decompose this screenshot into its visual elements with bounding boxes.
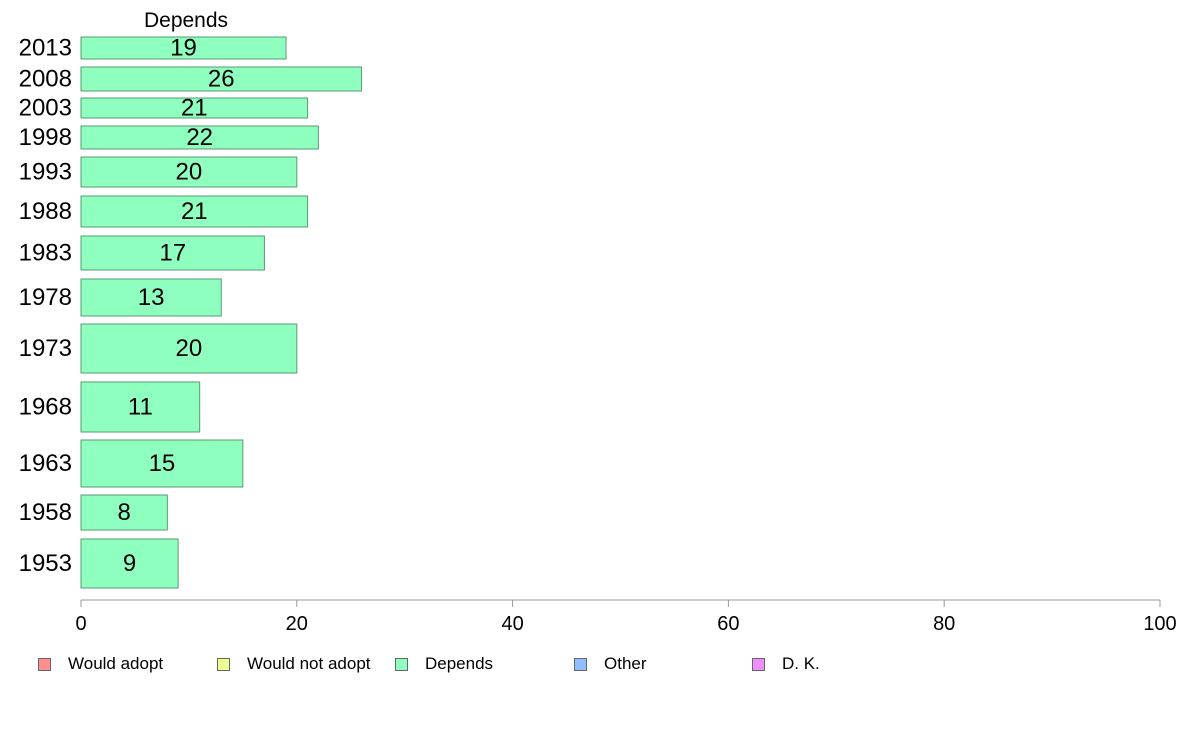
data-label-1973: 20 xyxy=(176,335,203,362)
bar-1998 xyxy=(80,125,319,150)
x-tick-label-20: 20 xyxy=(286,613,308,635)
category-label-1998: 1998 xyxy=(19,124,72,151)
category-label-1983: 1983 xyxy=(19,240,72,267)
bar-1993 xyxy=(80,156,298,188)
bar-1973 xyxy=(80,323,298,374)
x-tick-label-80: 80 xyxy=(933,613,955,635)
category-label-1993: 1993 xyxy=(19,159,72,186)
legend-label-would-adopt: Would adopt xyxy=(68,654,164,673)
data-label-1983: 17 xyxy=(159,240,186,267)
data-label-1958: 8 xyxy=(117,499,130,526)
data-label-2013: 19 xyxy=(170,35,197,62)
bar-1988 xyxy=(80,195,309,228)
bar-1968 xyxy=(80,381,201,433)
bar-2003 xyxy=(80,97,309,119)
category-label-1968: 1968 xyxy=(19,394,72,421)
bar-1983 xyxy=(80,235,265,271)
data-label-1978: 13 xyxy=(138,284,165,311)
data-label-1998: 22 xyxy=(186,124,213,151)
category-label-1958: 1958 xyxy=(19,499,72,526)
legend-item-would-not-adopt: Would not adopt xyxy=(217,652,371,676)
legend-item-dk: D. K. xyxy=(752,652,820,676)
category-label-1953: 1953 xyxy=(19,550,72,577)
legend-label-depends: Depends xyxy=(425,654,494,673)
data-label-2003: 21 xyxy=(181,95,208,122)
x-tick-label-0: 0 xyxy=(75,613,86,635)
category-label-2008: 2008 xyxy=(19,66,72,93)
legend-label-dk: D. K. xyxy=(782,654,820,673)
chart-title: Depends xyxy=(144,9,228,32)
legend-item-would-adopt: Would adopt xyxy=(38,652,163,676)
bar-2013 xyxy=(80,36,287,60)
legend-swatch-depends xyxy=(395,657,408,671)
x-tick-label-60: 60 xyxy=(717,613,739,635)
category-label-2013: 2013 xyxy=(19,35,72,62)
category-label-1978: 1978 xyxy=(19,284,72,311)
bar-1958 xyxy=(80,494,168,531)
legend-item-depends: Depends xyxy=(395,652,493,676)
bar-1953 xyxy=(80,538,179,589)
legend-swatch-would-not-adopt xyxy=(217,657,230,671)
data-label-1968: 11 xyxy=(128,394,153,421)
category-label-2003: 2003 xyxy=(19,95,72,122)
data-label-1988: 21 xyxy=(181,198,208,225)
legend-label-other: Other xyxy=(604,654,647,673)
data-label-1993: 20 xyxy=(176,159,203,186)
category-label-1973: 1973 xyxy=(19,335,72,362)
x-tick-label-40: 40 xyxy=(501,613,523,635)
legend: Would adopt Would not adopt Depends Othe… xyxy=(38,652,1138,676)
legend-swatch-dk xyxy=(752,657,765,671)
legend-item-other: Other xyxy=(574,652,647,676)
data-label-1963: 15 xyxy=(149,450,176,477)
bar-1963 xyxy=(80,439,244,488)
category-label-1963: 1963 xyxy=(19,450,72,477)
legend-swatch-would-adopt xyxy=(38,657,51,671)
legend-swatch-other xyxy=(574,657,587,671)
bar-2008 xyxy=(80,66,363,92)
bar-1978 xyxy=(80,278,222,317)
legend-label-would-not-adopt: Would not adopt xyxy=(247,654,371,673)
data-label-2008: 26 xyxy=(208,66,235,93)
category-label-1988: 1988 xyxy=(19,198,72,225)
x-axis: 0 20 40 60 80 100 xyxy=(75,599,1177,635)
x-tick-label-100: 100 xyxy=(1143,613,1176,635)
data-label-1953: 9 xyxy=(123,550,136,577)
